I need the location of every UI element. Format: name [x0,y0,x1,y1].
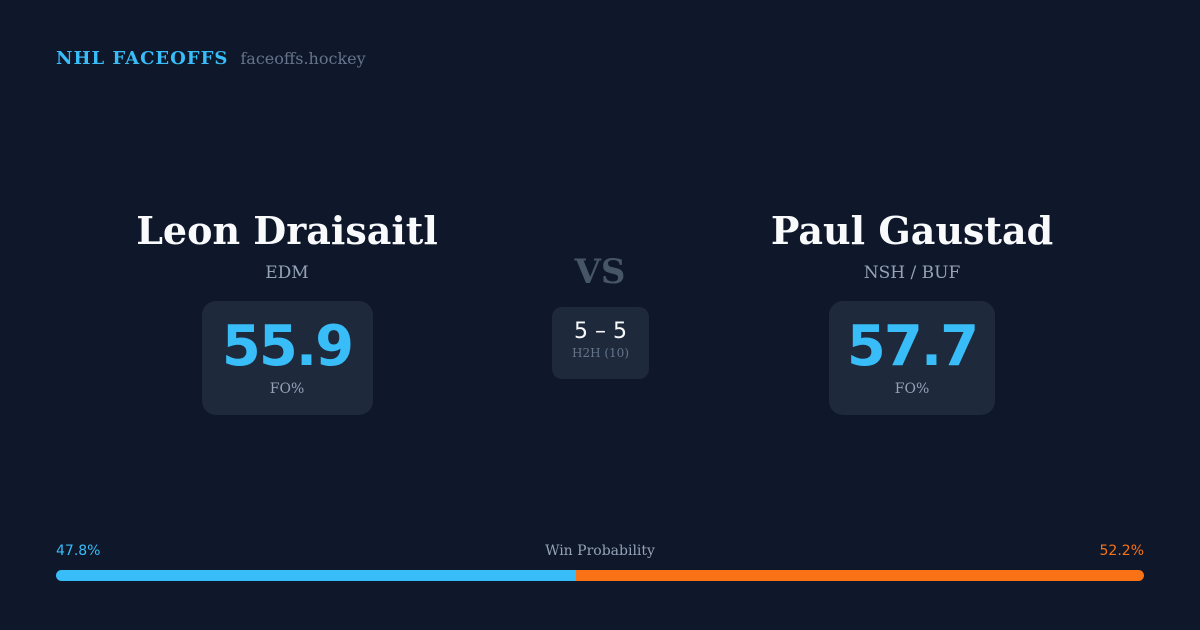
player-name: Leon Draisaitl [136,208,438,253]
player-name: Paul Gaustad [770,208,1054,253]
faceoff-card: 55.9 FO% [201,301,373,415]
faceoff-label: FO% [894,381,930,397]
brand-site: faceoffs.hockey [240,49,366,68]
faceoff-label: FO% [269,381,305,397]
win-probability-left: 47.8% [56,543,101,559]
player-left: Leon Draisaitl EDM 55.9 FO% [87,205,487,415]
win-probability-labels: 47.8% Win Probability 52.2% [56,543,1144,559]
faceoff-card: 57.7 FO% [829,301,995,415]
player-right: Paul Gaustad NSH / BUF 57.7 FO% [712,205,1112,415]
player-team: EDM [265,263,309,283]
win-probability-title: Win Probability [545,543,655,559]
player-team: NSH / BUF [863,263,961,283]
h2h-score: 5 – 5 [574,319,627,344]
h2h-label: H2H (10) [571,346,629,360]
faceoff-percentage: 55.9 [221,314,354,379]
win-probability-bar [56,570,1144,581]
win-probability-bar-right [576,570,1144,581]
brand-name: NHL FACEOFFS [56,48,229,69]
head-to-head-card: 5 – 5 H2H (10) [552,307,649,379]
brand-header: NHL FACEOFFS faceoffs.hockey [56,48,366,69]
win-probability-right: 52.2% [1099,543,1144,559]
faceoff-percentage: 57.7 [846,314,979,379]
win-probability-bar-left [56,570,577,581]
vs-label: VS [574,252,626,292]
